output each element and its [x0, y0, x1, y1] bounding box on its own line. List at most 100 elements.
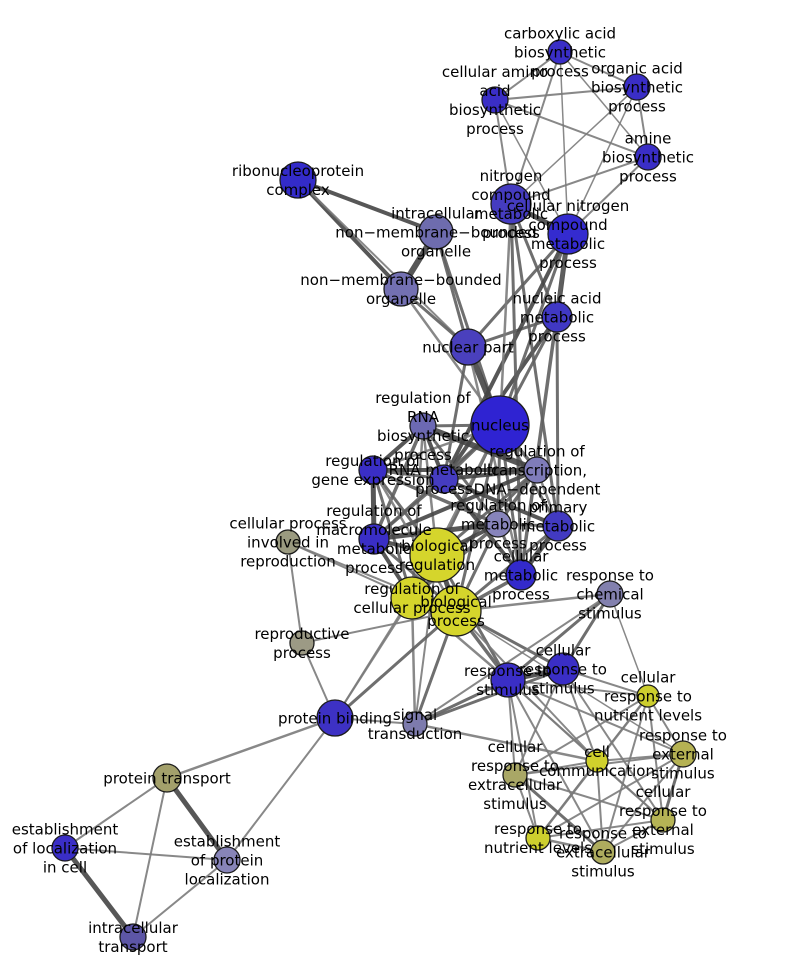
graph-edge-nuclear-part-cell-nitrogen[interactable] — [466, 232, 570, 349]
graph-node-cell-nitrogen[interactable]: cellular nitrogen compound metabolic pro… — [547, 213, 589, 255]
graph-edge-cell-comm-cell-resp-extracell[interactable] — [514, 760, 598, 776]
graph-edge-signal-trans-resp-chem[interactable] — [414, 593, 611, 725]
graph-edge-reg-cellular-protein-binding[interactable] — [334, 597, 413, 719]
graph-edge-organic-cell-nitrogen[interactable] — [567, 86, 638, 235]
graph-edge-nitrogen-compound-cellular-metab[interactable] — [509, 202, 523, 577]
graph-node-nuclear-part[interactable]: nuclear part — [449, 328, 487, 366]
graph-node-rna-metab[interactable]: RNA metabolic process — [429, 464, 459, 494]
graph-edge-response-stim-cell-resp-nutrient[interactable] — [507, 679, 649, 697]
graph-node-nucleus[interactable]: nucleus — [470, 395, 530, 455]
graph-node-protein-transport[interactable]: protein transport — [152, 763, 182, 793]
graph-node-intra-transport[interactable]: intracellular transport — [119, 923, 147, 951]
graph-edge-cell-amino-amine[interactable] — [494, 99, 649, 158]
graph-node-reproductive[interactable]: reproductive process — [289, 630, 315, 656]
graph-edge-cell-resp-stim-cell-resp-external[interactable] — [562, 668, 664, 821]
graph-edge-amine-nitrogen-compound[interactable] — [510, 156, 649, 205]
graph-edge-cell-comm-resp-nutrient[interactable] — [537, 760, 598, 839]
graph-edge-reg-rna-bio-reg-metab[interactable] — [421, 424, 500, 526]
graph-edge-cell-resp-stim-cell-resp-extracell[interactable] — [514, 668, 564, 776]
graph-edge-cell-resp-stim-signal-trans[interactable] — [413, 667, 565, 726]
graph-node-ribo[interactable]: ribonucleoprotein complex — [279, 161, 317, 199]
graph-node-organic[interactable]: organic acid biosynthetic process — [623, 73, 651, 101]
graph-edge-cell-nitrogen-nucleus[interactable] — [498, 232, 570, 427]
graph-node-bio-process[interactable]: biological process — [430, 585, 482, 637]
graph-node-cellular-metab[interactable]: cellular metabolic process — [505, 559, 537, 591]
graph-edge-cell-resp-nutrient-cell-resp-extracell[interactable] — [514, 695, 649, 776]
graph-edge-cell-comm-resp-extracell[interactable] — [596, 760, 604, 853]
graph-node-cell-resp-extracell[interactable]: cellular response to extracellular stimu… — [502, 762, 528, 788]
graph-node-bio-reg[interactable]: biological regulation — [409, 527, 465, 583]
graph-node-amine[interactable]: amine biosynthetic process — [634, 143, 662, 171]
graph-edge-carboxylic-nitrogen-compound[interactable] — [510, 51, 561, 205]
graph-node-nitrogen-compound[interactable]: nitrogen compound metabolic process — [490, 183, 532, 225]
graph-edge-resp-nutrient-cell-resp-external[interactable] — [537, 819, 664, 839]
graph-node-carboxylic[interactable]: carboxylic acid biosynthetic process — [547, 39, 573, 65]
graph-edge-carboxylic-amine[interactable] — [559, 51, 649, 158]
graph-node-resp-extracell[interactable]: response to extracellular stimulus — [590, 839, 616, 865]
graph-edge-protein-binding-protein-transport[interactable] — [165, 716, 337, 780]
graph-node-reg-macro[interactable]: regulation of macromolecule metabolic pr… — [358, 523, 390, 555]
graph-edge-cell-resp-nutrient-resp-extracell[interactable] — [602, 695, 649, 853]
graph-edge-nucleic-acid-primary-metab[interactable] — [555, 315, 560, 528]
graph-node-protein-binding[interactable]: protein binding — [316, 699, 354, 737]
graph-node-resp-external[interactable]: response to external stimulus — [669, 740, 697, 768]
graph-edge-bio-process-reproductive[interactable] — [301, 610, 457, 644]
graph-edge-cell-amino-cell-nitrogen[interactable] — [494, 99, 569, 235]
graph-node-reg-cellular[interactable]: regulation of cellular process — [390, 576, 434, 620]
graph-edge-reg-rna-bio-reg-transcription[interactable] — [420, 423, 540, 473]
graph-edge-reg-gene-reg-metab[interactable] — [371, 468, 500, 526]
graph-node-cell-amino[interactable]: cellular amino acid biosynthetic process — [481, 86, 509, 114]
graph-edge-organic-nitrogen-compound[interactable] — [510, 86, 638, 205]
graph-edge-cell-resp-extracell-resp-extracell[interactable] — [513, 773, 605, 854]
graph-node-reg-rna-bio[interactable]: regulation of RNA biosynthetic process — [409, 412, 437, 440]
graph-node-nucleic-acid[interactable]: nucleic acid metabolic process — [541, 301, 573, 333]
graph-node-primary-metab[interactable]: primary metabolic process — [542, 510, 574, 542]
graph-edge-ribo-intra-nmb[interactable] — [296, 178, 438, 234]
graph-edge-reg-gene-reg-cellular[interactable] — [371, 468, 414, 600]
graph-edge-rna-metab-primary-metab[interactable] — [442, 477, 560, 528]
graph-edge-protein-transport-intra-transport[interactable] — [132, 777, 168, 938]
graph-edge-cell-resp-nutrient-cell-comm[interactable] — [596, 695, 649, 762]
graph-edge-est-prot-loc-intra-transport[interactable] — [132, 859, 228, 938]
graph-node-response-stim[interactable]: response to stimulus — [490, 662, 526, 698]
graph-edge-protein-binding-est-prot-loc[interactable] — [226, 717, 336, 861]
graph-node-cpir[interactable]: cellular process involved in reproductio… — [275, 529, 301, 555]
graph-edge-resp-external-resp-nutrient[interactable] — [537, 753, 684, 839]
graph-node-signal-trans[interactable]: signal transduction — [402, 711, 428, 737]
graph-edge-est-loc-cell-intra-transport[interactable] — [62, 845, 136, 940]
graph-edge-bio-process-cell-comm[interactable] — [455, 610, 598, 762]
graph-edge-reg-transcription-rna-metab[interactable] — [442, 468, 539, 481]
graph-node-cell-resp-nutrient[interactable]: cellular response to nutrient levels — [636, 684, 660, 708]
graph-node-reg-metab[interactable]: regulation of metabolic process — [484, 510, 512, 538]
graph-node-est-prot-loc[interactable]: establishment of protein localization — [213, 846, 241, 874]
graph-node-reg-transcription[interactable]: regulation of transcription, DNA-depende… — [523, 456, 551, 484]
graph-edge-cell-nitrogen-cellular-metab[interactable] — [519, 232, 570, 577]
graph-node-intra-nmb[interactable]: intracellular non-membrane-bounded organ… — [418, 214, 454, 250]
graph-edge-response-stim-resp-extracell[interactable] — [507, 679, 604, 853]
graph-edge-carboxylic-organic[interactable] — [559, 51, 638, 88]
graph-node-nmb[interactable]: non-membrane-bounded organelle — [383, 271, 419, 307]
graph-edge-cell-comm-cell-resp-external[interactable] — [596, 760, 664, 821]
graph-edge-bio-process-protein-binding[interactable] — [333, 609, 458, 720]
graph-edge-cpir-reproductive[interactable] — [287, 541, 303, 644]
graph-node-resp-nutrient[interactable]: response to nutrient levels — [525, 825, 551, 851]
graph-node-cell-comm[interactable]: cell communication — [585, 749, 609, 773]
graph-node-cell-resp-external[interactable]: cellular response to external stimulus — [650, 807, 676, 833]
graph-edge-nitrogen-compound-nucleus[interactable] — [498, 202, 513, 427]
graph-node-resp-chem[interactable]: response to chemical stimulus — [596, 580, 624, 608]
graph-edge-cell-resp-extracell-cell-resp-external[interactable] — [514, 774, 664, 821]
graph-node-est-loc-cell[interactable]: establishment of localization in cell — [51, 834, 79, 862]
graph-edge-response-stim-resp-chem[interactable] — [506, 592, 612, 682]
graph-edge-protein-transport-est-prot-loc[interactable] — [164, 775, 230, 863]
graph-edge-protein-transport-est-loc-cell[interactable] — [64, 777, 168, 849]
graph-edge-bio-process-resp-chem[interactable] — [454, 592, 612, 613]
graph-node-reg-gene[interactable]: regulation of gene expression — [358, 455, 388, 485]
graph-edge-carboxylic-cell-nitrogen[interactable] — [559, 51, 569, 235]
graph-edge-organic-cell-amino[interactable] — [494, 86, 638, 101]
graph-edge-est-loc-cell-est-prot-loc[interactable] — [64, 847, 228, 861]
graph-edge-resp-chem-cell-resp-nutrient[interactable] — [609, 593, 649, 697]
graph-node-cell-resp-stim[interactable]: cellular response to stimulus — [546, 652, 580, 686]
graph-edge-cell-comm-signal-trans[interactable] — [413, 722, 599, 763]
graph-edge-nuclear-part-cellular-metab[interactable] — [466, 345, 523, 577]
graph-edge-ribo-nuclear-part[interactable] — [297, 179, 469, 348]
